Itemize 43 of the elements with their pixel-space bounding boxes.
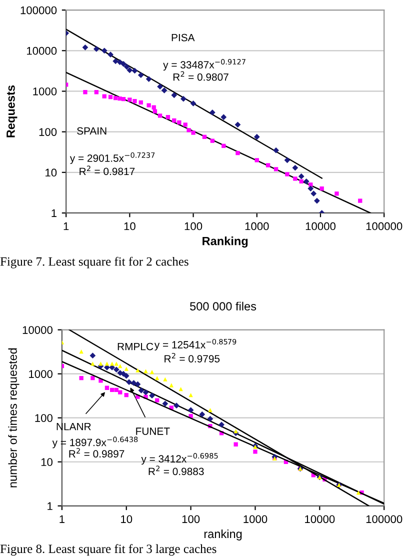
- x-tick-label: 100000: [366, 515, 402, 524]
- annotation: y = 3412x$^{−0.6985}$: [141, 453, 218, 465]
- y-tick-label: 100: [39, 128, 57, 136]
- annotation: y = 33487x$^{−0.9127}$: [163, 59, 246, 71]
- y-tick-label: 10: [41, 458, 52, 466]
- annotation: SPAIN: [77, 127, 106, 135]
- y-axis-title: Requests: [6, 85, 18, 138]
- x-axis-title: ranking: [204, 529, 242, 540]
- annotation: y = 12541x$^{−0.8579}$: [154, 338, 236, 351]
- y-tick-label: 10: [46, 168, 57, 177]
- annotation: FUNET: [136, 428, 170, 435]
- chart-title: 500 000 files: [190, 302, 256, 310]
- x-tick-label: 1000: [244, 515, 268, 524]
- x-tick-label: 1: [60, 515, 64, 523]
- y-tick-label: 1000: [33, 87, 57, 96]
- annotation: PISA: [172, 34, 195, 42]
- x-tick-label: 100000: [366, 222, 402, 230]
- caption: Figure 8. Least square fit for 3 large caches: [0, 544, 216, 556]
- y-tick-label: 1: [52, 209, 57, 218]
- x-tick-label: 1: [64, 222, 69, 230]
- x-tick-label: 1000: [245, 222, 269, 230]
- y-tick-label: 100000: [20, 6, 57, 14]
- y-tick-label: 10000: [27, 46, 57, 55]
- caption: Figure 7. Least square fit for 2 caches: [0, 256, 188, 268]
- annotation: R$^{2}$ = 0.9807: [173, 71, 228, 81]
- y-tick-label: 1: [48, 502, 52, 510]
- y-tick-label: 10000: [22, 326, 52, 334]
- annotation: RMPLC: [118, 342, 154, 350]
- y-axis-title: number of times requested: [8, 348, 20, 488]
- annotation: R$^{2}$ = 0.9883: [148, 466, 204, 476]
- x-tick-label: 10: [121, 515, 132, 524]
- y-tick-label: 100: [35, 414, 52, 422]
- x-tick-label: 10: [124, 222, 136, 230]
- annotation: R$^{2}$ = 0.9817: [80, 166, 135, 176]
- x-tick-label: 100: [182, 515, 200, 524]
- x-tick-label: 100: [184, 222, 202, 230]
- annotation: R$^{2}$ = 0.9897: [69, 448, 124, 458]
- annotation: y = 2901.5x$^{−0.7237}$: [70, 152, 155, 164]
- y-tick-label: 1000: [29, 370, 52, 378]
- x-axis-title: Ranking: [202, 236, 248, 248]
- x-tick-label: 10000: [306, 222, 336, 230]
- annotation: R$^{2}$ = 0.9795: [164, 352, 220, 362]
- x-tick-label: 10000: [305, 515, 335, 524]
